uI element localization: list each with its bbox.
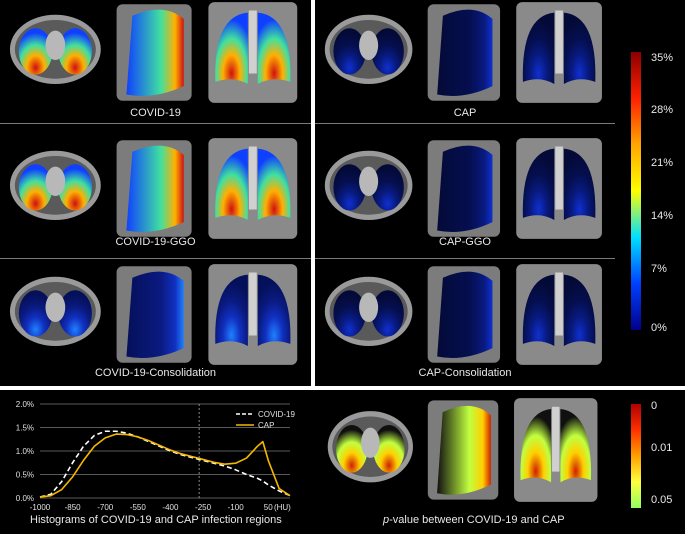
panel-label-covid-consolidation: COVID-19-Consolidation	[94, 367, 217, 379]
covid-row: COVID-19	[0, 0, 311, 123]
ct-scan-triplet	[324, 138, 602, 239]
ct-scan-triplet	[324, 264, 602, 365]
ct-scan-triplet	[9, 138, 298, 239]
scan-images	[315, 0, 615, 105]
colorbar-tick: 0%	[651, 322, 667, 334]
covid-ggo-row: COVID-19-GGO	[0, 124, 311, 258]
pvalue-images	[318, 396, 610, 504]
x-unit-label: (HU)	[274, 503, 291, 512]
ct-scan-triplet	[327, 398, 598, 502]
colorbar-tick: 35%	[651, 52, 674, 64]
x-tick-label: 50	[264, 503, 273, 512]
scan-images	[0, 136, 311, 241]
y-tick-label: 2.0%	[16, 400, 34, 409]
scan-images	[0, 262, 311, 367]
row-divider	[315, 258, 615, 259]
panel-label-cap-ggo: CAP-GGO	[439, 236, 491, 248]
y-tick-label: 1.0%	[16, 447, 34, 456]
colorbar	[631, 52, 641, 330]
series-line-covid-19	[39, 430, 291, 498]
colorbar-tick: 21%	[651, 157, 674, 169]
x-tick-label: -250	[195, 503, 212, 512]
colorbar-tick: 14%	[651, 210, 674, 222]
scan-images	[315, 262, 615, 367]
panel-label-cap: CAP	[453, 107, 477, 119]
legend-label: COVID-19	[258, 410, 295, 419]
ct-scan-triplet	[9, 2, 298, 103]
pvalue-caption-rest: -value between COVID-19 and CAP	[389, 514, 565, 526]
panel-separator	[311, 0, 315, 386]
y-tick-label: 0.0%	[16, 494, 34, 503]
cap-row: CAP	[315, 0, 615, 123]
cap-ggo-row: CAP-GGO	[315, 124, 615, 258]
pvalue-caption: p-value between COVID-19 and CAP	[383, 514, 565, 526]
cap-consolidation-row: CAP-Consolidation	[315, 259, 615, 386]
series-line-cap	[39, 433, 291, 498]
ct-scan-triplet	[9, 264, 298, 365]
bottom-panel: 2.0% 1.5% 1.0% 0.5% 0.0% -1000 -850 -700 -550 -40…	[0, 390, 685, 534]
row-divider	[315, 123, 615, 124]
histogram-caption: Histograms of COVID-19 and CAP infection…	[30, 514, 282, 526]
pvalue-tick: 0.01	[651, 442, 673, 454]
cap-heatmap-panel: CAP CAP-GGO CAP-Consolidation 35% 28% 21…	[315, 0, 685, 386]
y-tick-label: 0.5%	[16, 471, 34, 480]
legend-label: CAP	[258, 421, 274, 430]
x-tick-label: -550	[130, 503, 147, 512]
x-tick-label: -1000	[30, 503, 51, 512]
panel-label-covid-ggo: COVID-19-GGO	[115, 236, 196, 248]
ct-scan-triplet	[324, 2, 602, 103]
covid-heatmap-panel: COVID-19 COVID-19-GGO COVID-19-Consolida…	[0, 0, 311, 386]
pvalue-tick: 0.05	[651, 494, 673, 506]
row-divider	[0, 123, 311, 124]
panel-label-covid: COVID-19	[130, 107, 181, 119]
row-divider	[0, 258, 311, 259]
covid-consolidation-row: COVID-19-Consolidation	[0, 259, 311, 386]
histogram-chart: 2.0% 1.5% 1.0% 0.5% 0.0%-1000 -850 -700 -550 -40…	[16, 400, 296, 512]
scan-images	[315, 136, 615, 241]
x-tick-label: -850	[65, 503, 82, 512]
scan-images	[0, 0, 311, 105]
x-tick-label: -100	[228, 503, 245, 512]
y-tick-label: 1.5%	[16, 424, 34, 433]
pvalue-tick: 0	[651, 400, 658, 412]
pvalue-caption-italic: p	[383, 514, 390, 526]
x-tick-label: -400	[162, 503, 179, 512]
x-tick-label: -700	[97, 503, 114, 512]
colorbar-tick: 7%	[651, 263, 667, 275]
pvalue-colorbar	[631, 404, 641, 508]
panel-label-cap-consolidation: CAP-Consolidation	[418, 367, 512, 379]
colorbar-tick: 28%	[651, 104, 674, 116]
